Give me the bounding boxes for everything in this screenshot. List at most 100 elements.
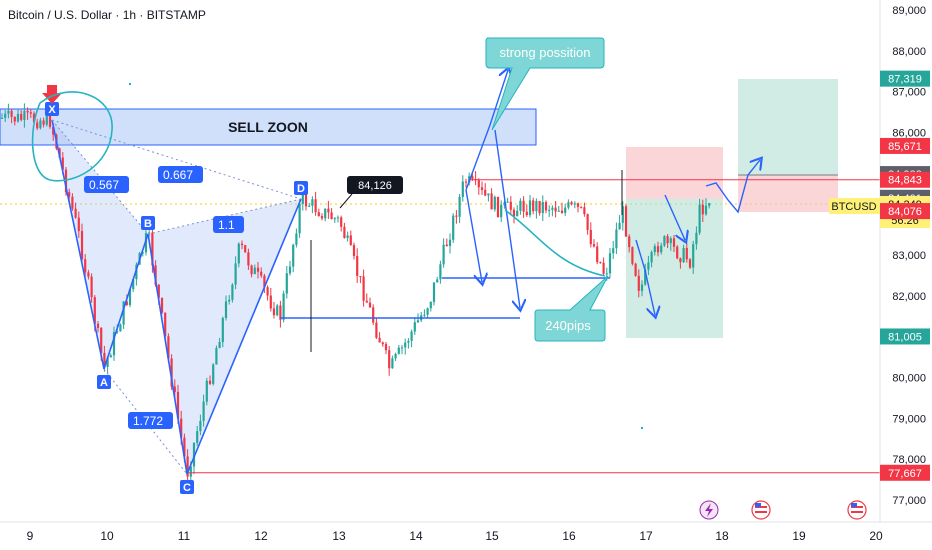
candle-32 xyxy=(103,352,106,367)
candle-199 xyxy=(637,275,640,291)
xab-triangle xyxy=(52,120,148,369)
candle-133 xyxy=(426,308,429,315)
retrace-XD xyxy=(51,119,302,200)
candle-121 xyxy=(388,350,391,369)
leg-BC xyxy=(147,233,188,475)
candle-215 xyxy=(688,259,692,268)
candle-119 xyxy=(381,342,384,345)
retrace-BD xyxy=(147,198,302,235)
candle-216 xyxy=(692,244,695,268)
price-badge-0 xyxy=(880,70,930,87)
candle-41 xyxy=(132,279,135,290)
candle-202 xyxy=(647,262,650,270)
candle-58 xyxy=(186,456,189,477)
us-flag-stripe-b-1 xyxy=(851,511,863,513)
candle-53 xyxy=(170,358,173,387)
bolt-icon xyxy=(705,503,713,517)
candle-116 xyxy=(372,307,375,323)
dot-2 xyxy=(640,426,644,430)
price-badge-8 xyxy=(880,328,930,345)
candle-74 xyxy=(237,243,240,264)
x-tick-3: 12 xyxy=(254,529,268,543)
candle-145 xyxy=(464,181,468,183)
candle-34 xyxy=(109,355,112,358)
sell-zone-label: SELL ZOON xyxy=(228,119,308,135)
candle-130 xyxy=(416,320,420,323)
candle-154 xyxy=(493,196,496,210)
y-tick-0: 77,000 xyxy=(892,495,926,507)
x-tick-6: 15 xyxy=(485,529,499,543)
candle-192 xyxy=(615,229,618,249)
candle-94 xyxy=(301,193,304,204)
candle-162 xyxy=(519,200,522,211)
candle-196 xyxy=(628,236,631,248)
candle-200 xyxy=(640,284,644,291)
candle-141 xyxy=(452,215,455,240)
candle-81 xyxy=(260,271,263,276)
candle-85 xyxy=(272,308,276,316)
candle-138 xyxy=(442,244,445,265)
candle-11 xyxy=(36,122,39,129)
candle-186 xyxy=(596,246,599,263)
candle-46 xyxy=(148,232,151,234)
candle-23 xyxy=(74,208,77,218)
candle-139 xyxy=(445,244,448,247)
projection-down-4 xyxy=(664,194,685,240)
y-tick-11: 88,000 xyxy=(892,46,926,58)
price-badge-label-8: 81,005 xyxy=(888,331,922,343)
candle-40 xyxy=(128,289,132,305)
candle-96 xyxy=(308,205,311,207)
candle-164 xyxy=(525,211,528,216)
candle-83 xyxy=(266,287,269,296)
candle-70 xyxy=(224,301,228,318)
ratio-badge-3 xyxy=(128,412,173,429)
candle-92 xyxy=(295,233,298,245)
candle-189 xyxy=(605,273,608,275)
point-X-badge xyxy=(45,102,59,116)
candle-134 xyxy=(429,301,432,309)
price-label-pointer xyxy=(339,193,353,209)
candle-106 xyxy=(340,217,343,227)
candle-65 xyxy=(208,380,212,384)
candle-128 xyxy=(410,331,413,341)
target-zone-1 xyxy=(626,199,723,338)
candle-220 xyxy=(704,205,708,215)
candle-193 xyxy=(618,222,621,230)
projection-down-3 xyxy=(635,239,655,315)
candle-15 xyxy=(48,112,52,127)
candle-21 xyxy=(68,192,71,197)
candle-63 xyxy=(202,401,205,421)
candle-175 xyxy=(560,210,564,213)
us-flag-stripe-b-0 xyxy=(755,511,767,513)
candle-67 xyxy=(215,348,218,365)
candle-13 xyxy=(42,120,45,125)
candle-178 xyxy=(570,202,573,205)
candle-179 xyxy=(573,203,576,205)
candle-194 xyxy=(621,206,624,223)
candle-76 xyxy=(244,245,247,253)
candle-25 xyxy=(80,231,84,260)
candle-174 xyxy=(557,210,560,212)
candle-176 xyxy=(564,207,567,213)
candle-198 xyxy=(634,263,637,276)
price-badge-label-3: 84,843 xyxy=(888,175,922,187)
point-D-label: D xyxy=(297,183,305,195)
projection-down-2 xyxy=(494,129,520,308)
x-tick-9: 18 xyxy=(715,529,729,543)
candle-28 xyxy=(90,276,93,298)
symbol-tag-box xyxy=(829,198,880,214)
candle-52 xyxy=(167,336,170,359)
y-tick-9: 86,000 xyxy=(892,128,926,140)
candle-149 xyxy=(477,180,480,188)
candle-97 xyxy=(311,199,314,206)
candle-12 xyxy=(39,120,42,129)
y-tick-5: 82,000 xyxy=(892,291,926,303)
point-A-label: A xyxy=(100,377,108,389)
candle-108 xyxy=(346,235,349,238)
x-tick-7: 16 xyxy=(562,529,576,543)
candle-88 xyxy=(282,293,285,320)
candle-207 xyxy=(663,236,666,246)
ratio-label-0: 0.567 xyxy=(89,178,119,192)
candle-182 xyxy=(583,207,586,215)
